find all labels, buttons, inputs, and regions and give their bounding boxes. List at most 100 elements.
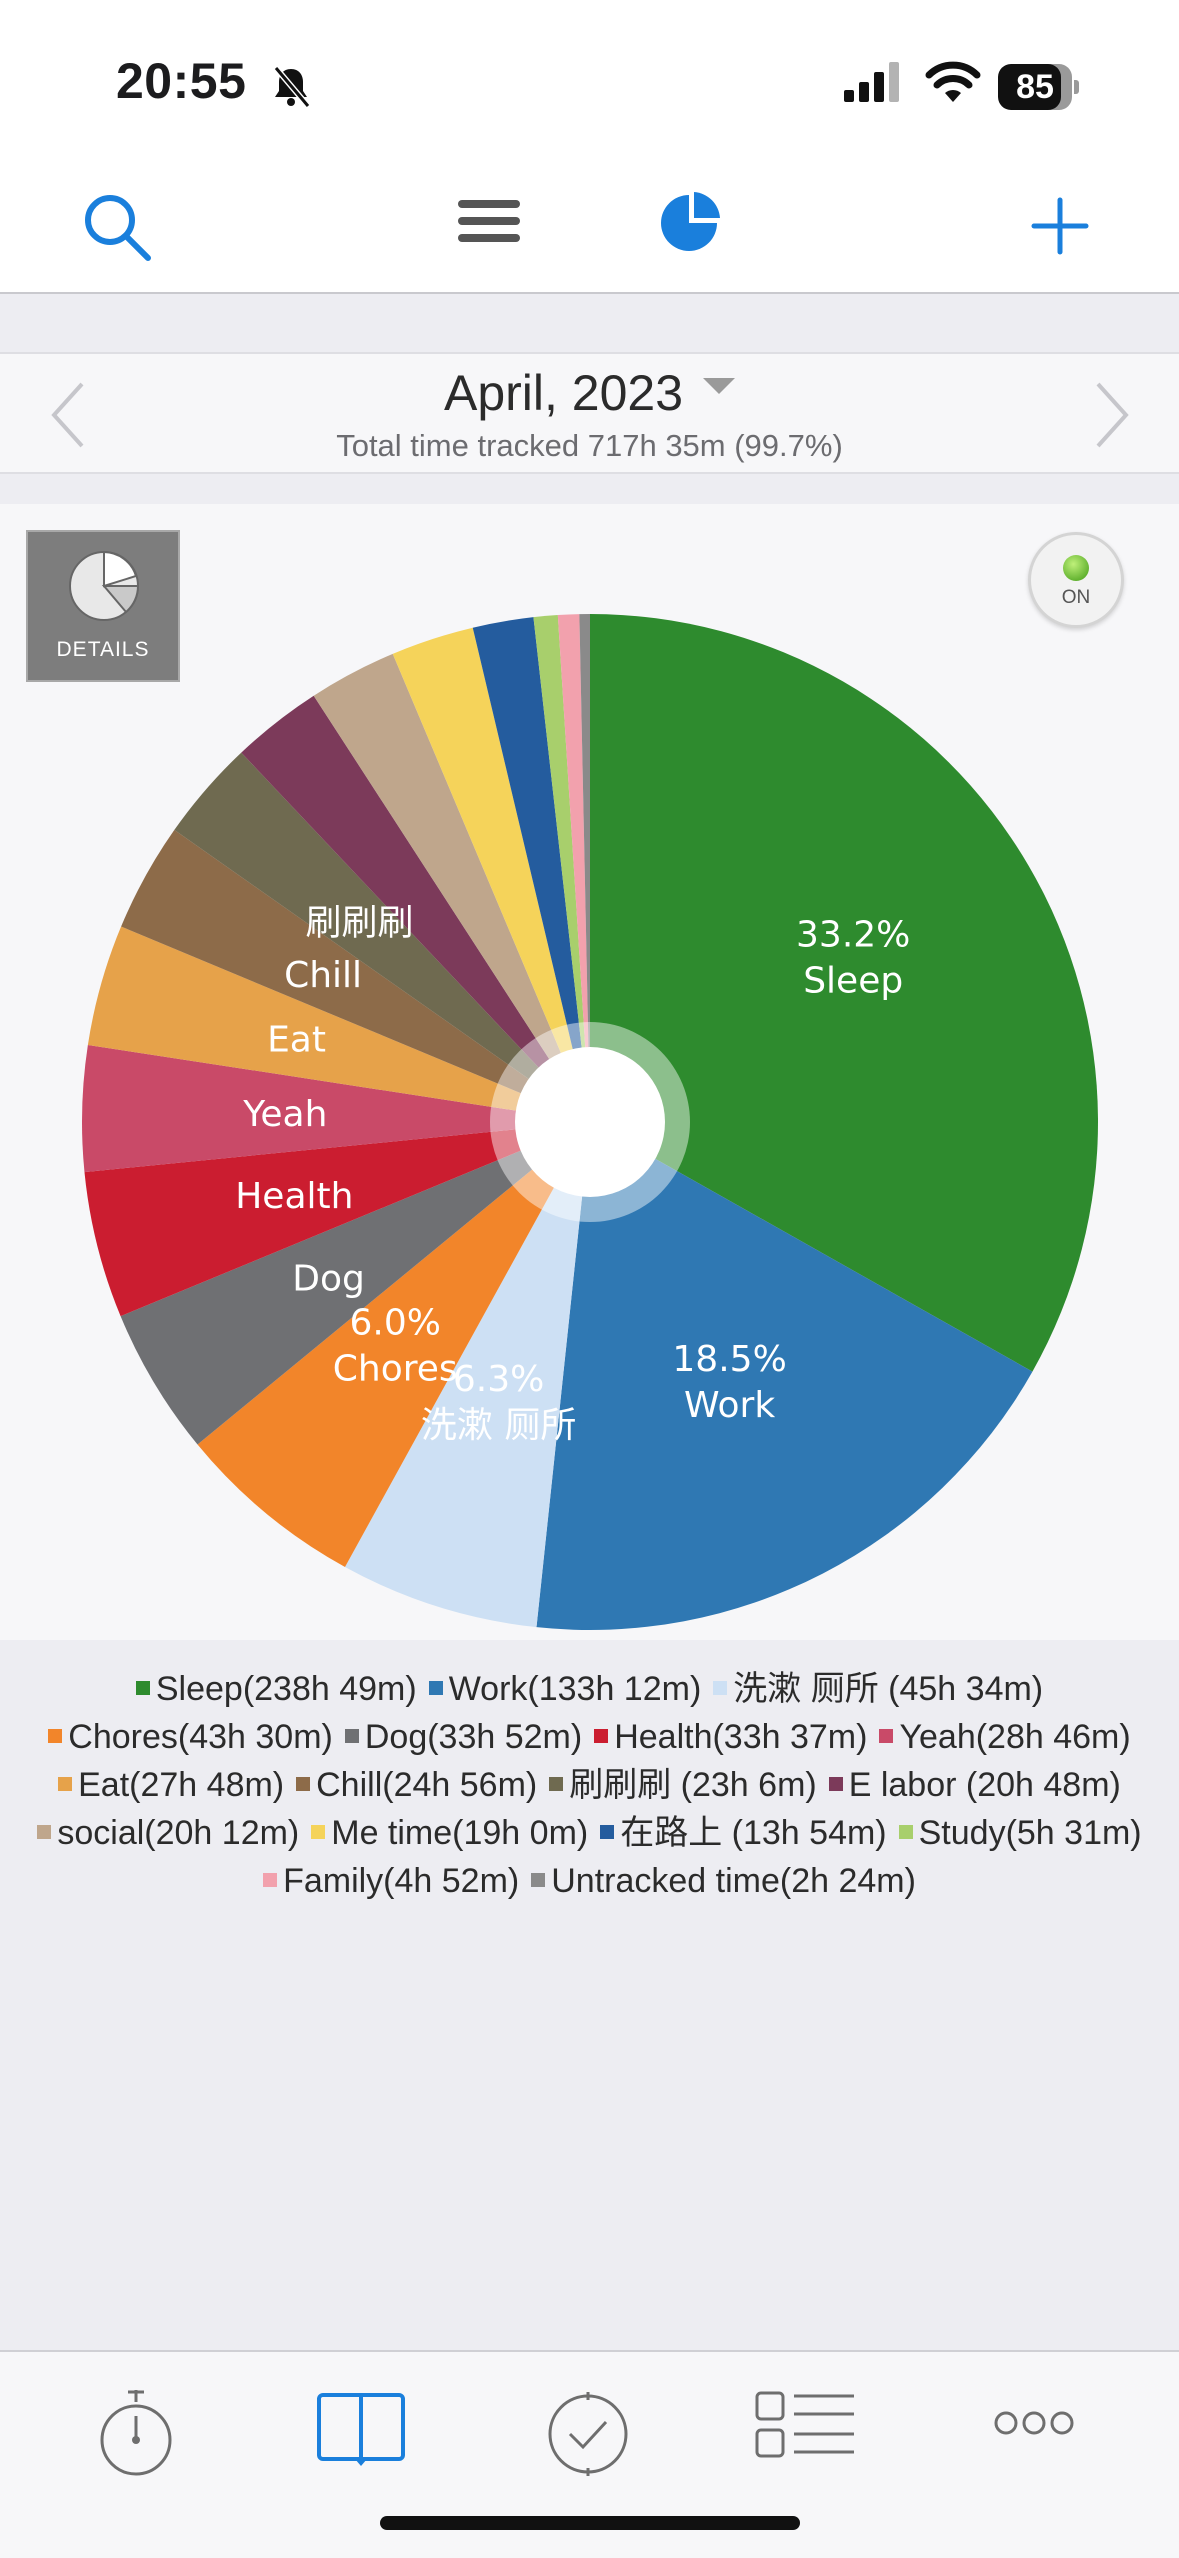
legend-swatch [828,1777,843,1792]
legend-item-9: 刷刷刷 (23h 6m) [549,1761,817,1809]
pie-slice-10[interactable] [241,695,590,1122]
legend-label: Chores(43h 30m) [68,1718,333,1756]
legend-item-10: E labor (20h 48m) [828,1761,1121,1809]
pie-slice-4[interactable] [120,1122,590,1445]
legend-swatch [37,1825,52,1840]
pie-center-hole [515,1047,665,1197]
legend-label: E labor (20h 48m) [848,1766,1121,1804]
legend-item-8: Chill(24h 56m) [296,1761,537,1809]
pie-label-1: Work [684,1385,775,1426]
pie-label-0: Sleep [803,960,903,1001]
top-bar [0,0,1179,294]
wifi-icon [925,61,981,102]
legend-item-16: Untracked time(2h 24m) [531,1857,916,1905]
legend-item-3: Chores(43h 30m) [48,1713,333,1761]
pie-label-4: Dog [292,1259,365,1300]
legend-swatch [879,1729,894,1744]
pie-label-7: Eat [267,1020,326,1061]
pie-label-2: 洗漱 厕所 [421,1405,576,1446]
legend-label: Work(133h 12m) [448,1670,702,1708]
pie-slice-14[interactable] [533,615,590,1122]
legend-label: Dog(33h 52m) [364,1718,583,1756]
legend-swatch [48,1729,63,1744]
pie-slice-16[interactable] [579,614,590,1122]
pie-slice-8[interactable] [121,829,590,1122]
pie-slice-12[interactable] [392,627,590,1122]
legend-label: Sleep(238h 49m) [155,1670,417,1708]
month-title: April, 2023 [443,365,684,421]
pie-slice-9[interactable] [174,752,590,1122]
legend-swatch [549,1777,564,1792]
battery-indicator: 85 [998,64,1079,110]
legend-item-12: Me time(19h 0m) [311,1809,588,1857]
legend-item-0: Sleep(238h 49m) [135,1665,417,1713]
month-header [0,352,1179,474]
legend-swatch [344,1729,359,1744]
plus-icon[interactable] [1030,196,1090,256]
bell-muted-icon [273,66,311,108]
labels-toggle[interactable]: ON [1028,532,1124,628]
legend-item-6: Yeah(28h 46m) [879,1713,1131,1761]
pie-slice-11[interactable] [313,653,590,1122]
pie-slice-0[interactable] [590,614,1098,1372]
pie-details-icon [69,550,140,621]
pie-slice-15[interactable] [557,614,590,1122]
pie-slice-5[interactable] [84,1122,591,1317]
legend-label: Family(4h 52m) [283,1862,520,1900]
total-time-tracked: Total time tracked 717h 35m (99.7%) [336,428,843,463]
legend-label: Eat(27h 48m) [78,1766,285,1804]
home-indicator [380,2516,800,2530]
legend-item-2: 洗漱 厕所 (45h 34m) [713,1665,1043,1713]
log-book-icon[interactable] [316,2390,406,2470]
pie-chart-icon[interactable] [656,190,722,256]
pie-slice-3[interactable] [197,1122,590,1568]
pie-slice-7[interactable] [87,926,590,1122]
status-time: 20:55 [116,53,247,109]
toggle-led-icon [1063,555,1089,581]
battery-fill [998,64,1061,110]
pie-percent-3: 6.0% [350,1302,441,1343]
legend-label: Study(5h 31m) [918,1814,1142,1852]
legend-swatch [263,1873,278,1888]
legend-swatch [58,1777,73,1792]
timer-icon[interactable] [98,2388,174,2480]
pie-label-5: Health [235,1176,353,1217]
details-button[interactable]: DETAILS [26,530,180,682]
pie-percent-2: 6.3% [453,1359,544,1400]
pie-slice-1[interactable] [536,1122,1033,1630]
legend-item-13: 在路上 (13h 54m) [600,1809,887,1857]
goals-clock-icon[interactable] [544,2390,632,2478]
legend-item-5: Health(33h 37m) [594,1713,867,1761]
pie-percent-1: 18.5% [672,1339,786,1380]
legend-swatch [311,1825,326,1840]
legend-item-15: Family(4h 52m) [263,1857,519,1905]
chart-legend: Sleep(238h 49m) Work(133h 12m) 洗漱 厕所 (45h … [20,1665,1159,1905]
search-icon[interactable] [82,192,154,264]
legend-item-14: Study(5h 31m) [898,1809,1142,1857]
pie-slice-2[interactable] [344,1122,590,1628]
pie-slice-13[interactable] [472,617,590,1122]
chevron-left-icon[interactable] [48,380,88,450]
pie-chart[interactable]: Sleep 33.2% Work 18.5% 洗漱 厕所 6.3%Chores 6.0%Do… [80,612,1100,1632]
details-label: DETAILS [56,638,150,661]
pie-label-8: Chill [284,955,362,996]
pie-label-9: 刷刷刷 [306,903,414,944]
more-icon[interactable] [994,2408,1074,2438]
month-selector[interactable]: April, 2023 [0,364,1179,422]
menu-icon[interactable] [456,196,522,246]
pie-slice-6[interactable] [81,1044,590,1173]
cellular-signal-icon [844,62,899,102]
pie-percent-0: 33.2% [796,914,910,955]
toggle-label: ON [1061,587,1091,608]
chevron-right-icon[interactable] [1092,380,1132,450]
legend-label: Chill(24h 56m) [316,1766,538,1804]
legend-label: 刷刷刷 (23h 6m) [569,1766,817,1804]
legend-label: 在路上 (13h 54m) [620,1814,887,1852]
legend-swatch [428,1681,443,1696]
legend-swatch [600,1825,615,1840]
categories-list-icon[interactable] [754,2390,856,2460]
legend-swatch [594,1729,609,1744]
legend-label: Me time(19h 0m) [331,1814,589,1852]
legend-label: 洗漱 厕所 (45h 34m) [733,1670,1044,1708]
legend-label: Health(33h 37m) [614,1718,868,1756]
